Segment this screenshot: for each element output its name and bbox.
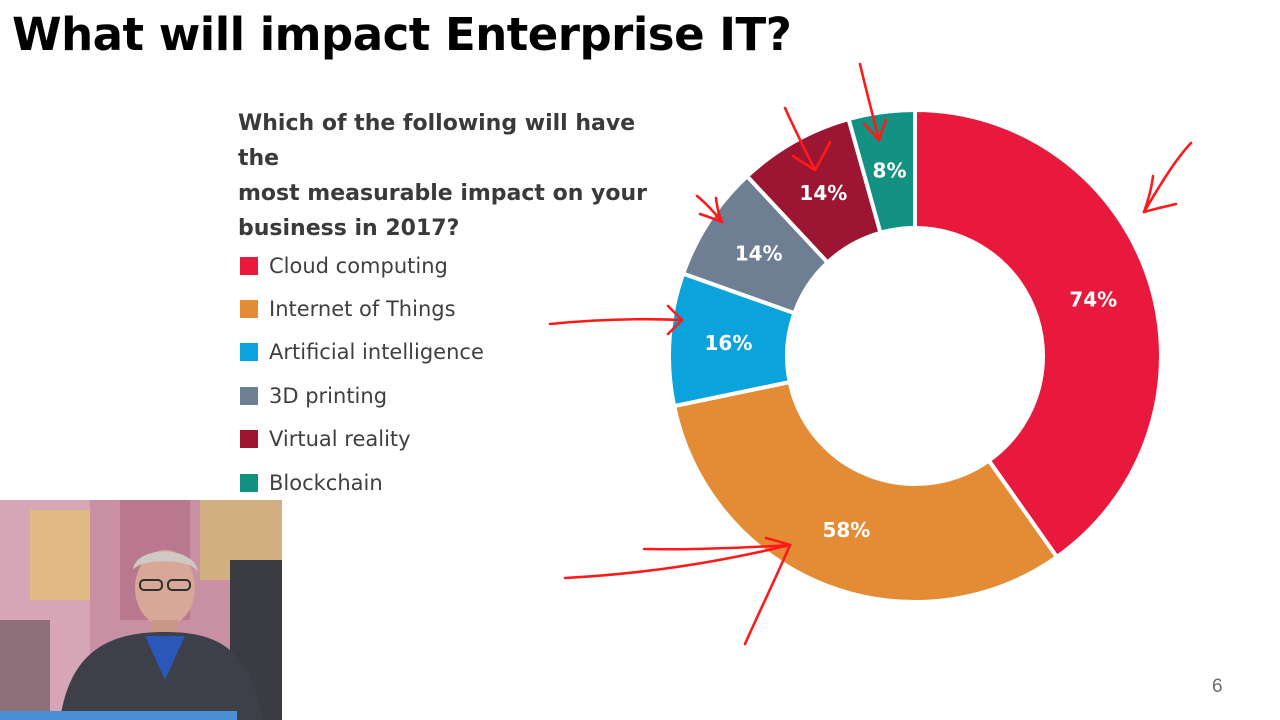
donut-slice-virtual-reality bbox=[744, 116, 883, 266]
chart-legend: Cloud computing Internet of Things Artif… bbox=[240, 244, 484, 504]
slice-value-label: 8% bbox=[873, 159, 907, 183]
question-line: business in 2017? bbox=[238, 216, 460, 241]
donut-slice-artificial-intelligence bbox=[667, 271, 797, 409]
legend-label: Cloud computing bbox=[269, 253, 448, 278]
legend-item-3d-printing: 3D printing bbox=[240, 374, 484, 417]
arrow-annotation bbox=[764, 536, 792, 547]
slice-value-label: 14% bbox=[799, 181, 847, 205]
legend-label: Internet of Things bbox=[269, 297, 456, 322]
arrow-annotation bbox=[858, 62, 881, 142]
question-line: Which of the following will have the bbox=[238, 111, 636, 171]
legend-label: Artificial intelligence bbox=[269, 340, 484, 365]
arrow-annotation bbox=[813, 140, 832, 172]
arrow-annotation bbox=[877, 118, 888, 142]
slide-title: What will impact Enterprise IT? bbox=[12, 8, 792, 61]
legend-swatch bbox=[240, 430, 258, 449]
donut-slice-labels: 74% 58% 16% 14% 14% 8% bbox=[704, 159, 1117, 542]
slice-value-label: 16% bbox=[704, 331, 752, 355]
arrow-annotation bbox=[1142, 174, 1155, 214]
slice-value-label: 58% bbox=[822, 518, 870, 542]
chart-question: Which of the following will have the mos… bbox=[238, 106, 668, 246]
legend-item-virtual-reality: Virtual reality bbox=[240, 418, 484, 461]
donut-slice-internet-of-things bbox=[671, 379, 1060, 604]
legend-swatch bbox=[240, 386, 258, 405]
legend-label: Virtual reality bbox=[269, 427, 411, 452]
arrow-annotation bbox=[666, 318, 684, 336]
slice-value-label: 74% bbox=[1069, 287, 1117, 311]
legend-item-cloud-computing: Cloud computing bbox=[240, 244, 484, 287]
arrow-annotation bbox=[1142, 141, 1193, 214]
arrow-annotation bbox=[862, 122, 881, 142]
arrow-annotation bbox=[548, 317, 684, 326]
page-number: 6 bbox=[1212, 676, 1223, 697]
donut-slice-cloud-computing bbox=[913, 107, 1163, 560]
legend-swatch bbox=[240, 256, 258, 275]
arrow-annotation bbox=[714, 196, 724, 224]
arrow-annotation bbox=[791, 154, 817, 172]
arrow-annotation bbox=[563, 543, 792, 580]
arrow-annotation bbox=[666, 304, 684, 322]
arrow-annotation bbox=[783, 106, 817, 172]
arrow-annotation bbox=[642, 543, 792, 551]
arrow-annotation bbox=[1142, 202, 1178, 214]
arrow-annotation bbox=[698, 212, 724, 224]
arrow-annotation bbox=[743, 543, 792, 646]
legend-label: Blockchain bbox=[269, 470, 383, 495]
legend-swatch bbox=[240, 473, 258, 492]
slice-value-label: 14% bbox=[735, 241, 783, 265]
legend-swatch bbox=[240, 343, 258, 362]
legend-item-artificial-intelligence: Artificial intelligence bbox=[240, 331, 484, 374]
presenter-video-icon bbox=[0, 500, 282, 720]
question-line: most measurable impact on your bbox=[238, 181, 647, 206]
donut-slices bbox=[667, 107, 1163, 604]
legend-item-internet-of-things: Internet of Things bbox=[240, 287, 484, 330]
webcam-status-bar bbox=[0, 711, 237, 720]
arrow-annotation bbox=[695, 194, 724, 224]
legend-item-blockchain: Blockchain bbox=[240, 461, 484, 504]
legend-swatch bbox=[240, 300, 258, 319]
donut-slice-3d-printing bbox=[680, 173, 831, 316]
legend-label: 3D printing bbox=[269, 383, 388, 408]
donut-slice-blockchain bbox=[846, 107, 917, 236]
